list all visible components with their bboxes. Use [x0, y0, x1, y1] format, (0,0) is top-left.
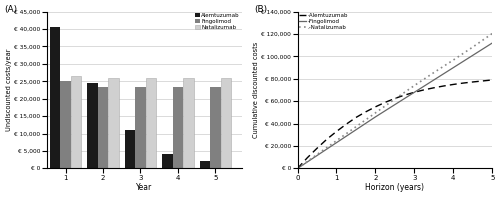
Bar: [200, 161, 210, 168]
Y-axis label: Undiscounted costs/year: Undiscounted costs/year: [6, 49, 12, 131]
Y-axis label: Cumulative discounted costs: Cumulative discounted costs: [252, 42, 258, 138]
Bar: [135, 87, 145, 168]
Bar: [60, 81, 71, 168]
Bar: [210, 87, 220, 168]
Bar: [162, 154, 172, 168]
Bar: [50, 27, 60, 168]
Text: (A): (A): [4, 5, 17, 14]
X-axis label: Horizon (years): Horizon (years): [366, 183, 424, 192]
Bar: [98, 87, 108, 168]
Bar: [172, 87, 183, 168]
Legend: -Alemtuzumab, -Fingolimod, .-Natalizumab: -Alemtuzumab, -Fingolimod, .-Natalizumab: [299, 13, 348, 30]
X-axis label: Year: Year: [136, 183, 152, 192]
Bar: [71, 76, 82, 168]
Text: (B): (B): [254, 5, 268, 14]
Legend: Alemtuzumab, Fingolimod, Natalizumab: Alemtuzumab, Fingolimod, Natalizumab: [195, 13, 240, 30]
Bar: [124, 130, 135, 168]
Bar: [183, 78, 194, 168]
Bar: [146, 78, 156, 168]
Bar: [88, 83, 98, 168]
Bar: [108, 78, 118, 168]
Bar: [220, 78, 231, 168]
